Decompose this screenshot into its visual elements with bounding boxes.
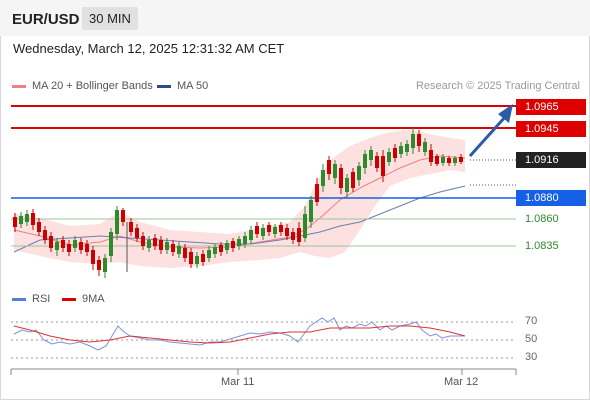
x-label-mar12: Mar 12	[444, 376, 479, 388]
rsi-ma9-line	[13, 325, 466, 344]
s2-price-label: 1.0835	[525, 240, 559, 252]
ma20-line	[13, 155, 466, 249]
ma50-line	[13, 185, 466, 253]
forecast-arrow-icon	[468, 104, 513, 158]
ma9-swatch	[62, 297, 76, 301]
rsi-label: RSI	[32, 293, 51, 305]
header-bar: EUR/USD 30 MIN	[0, 0, 590, 36]
rsi-tick-30: 30	[525, 351, 538, 363]
r2-price-label: 1.0965	[516, 99, 586, 115]
ma9-label: 9MA	[82, 293, 105, 305]
pivot-price-label: 1.0880	[516, 190, 586, 206]
research-credit: Research © 2025 Trading Central	[415, 80, 580, 92]
candles	[13, 128, 463, 278]
ma20-swatch	[12, 84, 26, 88]
rsi-tick-50: 50	[525, 333, 538, 345]
legend-ma20: MA 20 + Bollinger Bands	[12, 80, 153, 92]
symbol-label: EUR/USD	[12, 11, 80, 28]
ma50-swatch	[157, 84, 171, 88]
timeframe-badge[interactable]: 30 MIN	[82, 7, 138, 30]
x-label-mar11: Mar 11	[221, 376, 255, 388]
legend-ma9: 9MA	[62, 293, 105, 305]
rsi-line	[13, 317, 465, 351]
current-price-label: 1.0916	[516, 152, 586, 168]
s1-price-label: 1.0860	[525, 213, 559, 225]
datetime-label: Wednesday, March 12, 2025 12:31:32 AM CE…	[13, 41, 285, 56]
r1-price-label: 1.0945	[516, 121, 586, 137]
ma50-label: MA 50	[177, 80, 209, 92]
legend-rsi: RSI	[12, 293, 50, 305]
ma20-label: MA 20 + Bollinger Bands	[32, 80, 153, 92]
rsi-tick-70: 70	[525, 315, 538, 327]
legend-ma50: MA 50	[157, 80, 208, 92]
rsi-swatch	[12, 297, 26, 301]
